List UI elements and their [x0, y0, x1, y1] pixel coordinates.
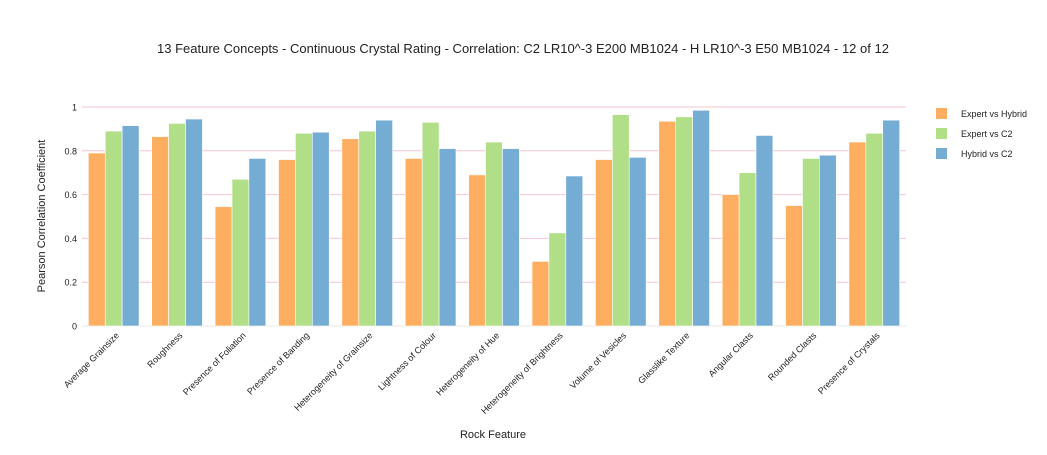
bar-hybrid-vs-c2 [565, 175, 584, 327]
bar-expert-vs-c2 [612, 114, 630, 327]
bar-expert-vs-hybrid [595, 159, 613, 327]
bar-expert-vs-c2 [865, 132, 884, 327]
y-tick-label: 0 [72, 322, 77, 332]
y-axis-title: Pearson Correlation Coefficient [36, 140, 48, 293]
legend-label: Expert vs Hybrid [961, 109, 1027, 119]
bar-expert-vs-hybrid [404, 158, 423, 327]
bar-expert-vs-hybrid [468, 174, 486, 327]
bar-expert-vs-hybrid [214, 206, 233, 327]
x-tick-label: Lightness of Colour [376, 330, 438, 392]
bar-expert-vs-c2 [548, 232, 567, 327]
bar-expert-vs-hybrid [721, 194, 740, 327]
bar-hybrid-vs-c2 [628, 157, 647, 327]
y-tick-label: 0.8 [64, 146, 77, 156]
bar-hybrid-vs-c2 [819, 154, 837, 327]
bar-hybrid-vs-c2 [502, 148, 520, 327]
chart-title: 13 Feature Concepts - Continuous Crystal… [157, 41, 889, 56]
x-tick-label: Presence of Crystals [816, 330, 882, 396]
bar-expert-vs-c2 [295, 132, 313, 327]
bar-hybrid-vs-c2 [375, 119, 393, 327]
bar-hybrid-vs-c2 [248, 158, 267, 327]
bar-expert-vs-hybrid [658, 120, 677, 327]
x-tick-label: Rounded Clasts [766, 330, 819, 383]
x-tick-label: Glasslike Texture [636, 330, 691, 385]
bar-hybrid-vs-c2 [311, 131, 330, 327]
bar-hybrid-vs-c2 [755, 135, 774, 327]
bar-expert-vs-hybrid [278, 159, 296, 327]
x-tick-label: Angular Clasts [706, 330, 755, 379]
bar-expert-vs-hybrid [151, 136, 169, 327]
y-tick-label: 1 [72, 103, 77, 113]
bar-hybrid-vs-c2 [882, 119, 900, 327]
legend-swatch [936, 148, 947, 159]
bar-expert-vs-c2 [738, 172, 757, 327]
bar-expert-vs-hybrid [531, 261, 550, 327]
x-tick-label: Presence of Banding [245, 330, 311, 396]
x-axis-title: Rock Feature [460, 429, 526, 441]
bar-expert-vs-hybrid [88, 152, 106, 327]
bar-expert-vs-hybrid [341, 138, 360, 327]
y-axis: 0 0.2 0.4 0.6 0.8 1 [64, 103, 77, 332]
bar-expert-vs-c2 [104, 130, 123, 327]
bar-expert-vs-c2 [421, 122, 440, 327]
x-tick-label: Heterogeneity of Hue [434, 330, 501, 397]
bar-expert-vs-hybrid [785, 205, 803, 327]
bar-hybrid-vs-c2 [121, 125, 140, 327]
bar-expert-vs-c2 [231, 178, 250, 327]
bar-hybrid-vs-c2 [438, 148, 457, 327]
x-tick-label: Presence of Foliation [181, 330, 248, 397]
bar-hybrid-vs-c2 [185, 118, 203, 327]
bars [88, 109, 900, 327]
y-tick-label: 0.2 [64, 278, 77, 288]
bar-expert-vs-hybrid [848, 141, 867, 327]
x-tick-label: Roughness [145, 330, 185, 370]
bar-expert-vs-c2 [358, 130, 376, 327]
bar-expert-vs-c2 [802, 158, 820, 327]
legend-swatch [936, 128, 947, 139]
legend-swatch [936, 108, 947, 119]
x-tick-label: Volume of Vesicles [568, 330, 629, 391]
bar-expert-vs-c2 [168, 123, 186, 327]
bar-hybrid-vs-c2 [692, 109, 710, 327]
legend-label: Expert vs C2 [961, 129, 1013, 139]
y-tick-label: 0.6 [64, 190, 77, 200]
y-tick-label: 0.4 [64, 234, 77, 244]
legend-label: Hybrid vs C2 [961, 149, 1013, 159]
bar-expert-vs-c2 [485, 141, 503, 327]
x-tick-label: Average Grainsize [62, 330, 121, 389]
bar-expert-vs-c2 [675, 116, 693, 327]
legend: Expert vs Hybrid Expert vs C2 Hybrid vs C2 [936, 108, 1027, 159]
